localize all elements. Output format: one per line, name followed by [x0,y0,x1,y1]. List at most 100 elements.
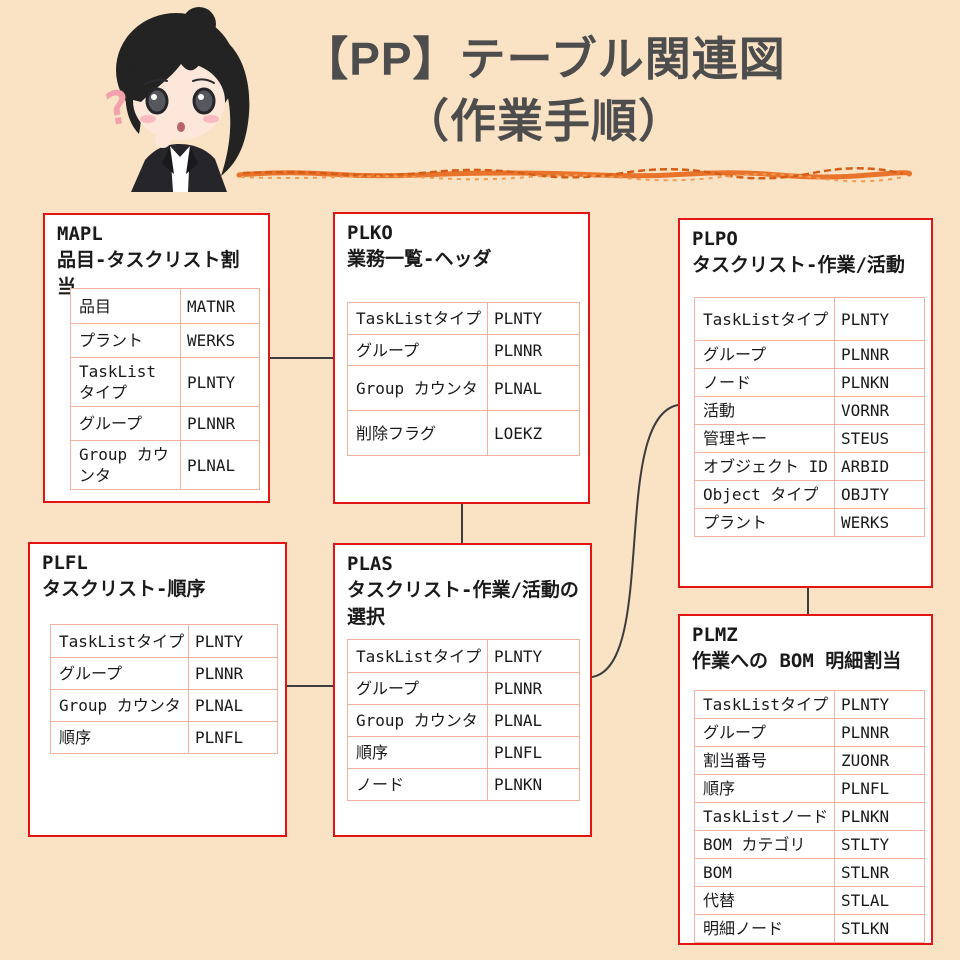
table-row: 活動 VORNR [695,396,924,424]
field-label: グループ [695,341,835,368]
table-row: グループ PLNNR [348,672,579,704]
eyebrow-left [144,79,168,85]
table-row: ノード PLNKN [348,768,579,800]
table-name: PLFL [42,552,88,574]
eye-highlight-left [151,94,157,100]
field-code: PLNKN [494,775,543,794]
connector-plas-plpo [591,404,679,678]
field-table: TaskListタイプ PLNTY グループ PLNNR Group カウンタ PLNAL… [347,639,580,801]
table-row: グループ PLNNR [695,340,924,368]
field-code: STLTY [841,835,890,854]
field-label: グループ [71,407,181,440]
field-label: Group カウンタ [71,441,181,489]
table-row: Object タイプ OBJTY [695,480,924,508]
table-name: PLMZ [692,624,738,646]
table-row: TaskListタイプ PLNTY [348,303,579,334]
field-code: PLNNR [187,414,236,433]
field-label: TaskListタイプ [695,691,835,718]
field-code: PLNNR [494,340,543,360]
field-code: PLNNR [841,723,890,742]
field-code: WERKS [841,513,890,532]
field-code: PLNAL [187,455,236,475]
field-table: TaskListタイプ PLNTY グループ PLNNR 割当番号 ZUONR 順序 PLNF… [694,690,925,943]
field-label: Group カウンタ [51,690,189,721]
field-label: 割当番号 [695,747,835,774]
eye-left [145,87,169,115]
field-code: PLNNR [841,345,890,364]
field-code: PLNAL [494,711,543,730]
field-code: STEUS [841,429,890,448]
field-label: TaskListタイプ [348,640,488,672]
field-label: プラント [695,509,835,536]
table-row: グループ PLNNR [71,406,259,440]
field-label: グループ [348,335,488,365]
mouth [177,122,185,132]
field-label: 管理キー [695,425,835,452]
field-code: STLAL [841,891,890,910]
field-code: PLNTY [494,646,543,666]
table-row: TaskListタイプ PLNTY [348,640,579,672]
field-label: 品目 [71,289,181,323]
field-label: BOM カテゴリ [695,831,835,858]
table-subtitle: タスクリスト-作業/活動の選択 [347,579,579,628]
eye-right [192,87,216,115]
field-label: オブジェクト ID [695,453,835,480]
table-subtitle: タスクリスト-作業/活動 [692,254,905,276]
table-name: PLKO [347,222,393,244]
table-row: 順序 PLNFL [348,736,579,768]
table-box-mapl: MAPL 品目-タスクリスト割当 品目 MATNR プラント WERKS TaskLis… [43,213,270,503]
field-label: プラント [71,324,181,357]
title-line-1: 【PP】テーブル関連図 [302,33,786,85]
hand-fist [155,132,171,148]
table-row: 明細ノード STLKN [695,914,924,942]
table-row: 削除フラグ LOEKZ [348,410,579,455]
table-box-plas: PLAS タスクリスト-作業/活動の選択 TaskListタイプ PLNTY グルー… [333,543,592,837]
field-code: PLNAL [195,696,244,715]
table-row: 品目 MATNR [71,289,259,323]
field-table: 品目 MATNR プラント WERKS TaskList タイプ PLNTY グループ PLN… [70,288,260,490]
table-subtitle: 作業への BOM 明細割当 [692,650,902,672]
eye-highlight-right [198,94,204,100]
bangs [132,36,227,102]
title-line-2: （作業手順） [403,95,685,147]
field-label: 活動 [695,397,835,424]
field-code: PLNTY [841,695,890,714]
field-code: VORNR [841,401,890,420]
lapel-left [162,146,174,174]
field-label: TaskList タイプ [71,358,181,406]
field-code: ZUONR [841,751,890,770]
blush-right [203,115,219,123]
field-label: 順序 [51,722,189,753]
page-title: 【PP】テーブル関連図 （作業手順） [248,28,840,152]
field-label: グループ [348,673,488,704]
blush-left [140,115,156,123]
table-subtitle: タスクリスト-順序 [42,578,206,600]
table-row: 順序 PLNFL [51,721,277,753]
table-name: PLPO [692,228,738,250]
table-row: TaskListタイプ PLNTY [695,298,924,340]
field-label: TaskListノード [695,803,835,830]
lapel-right [186,146,198,174]
table-row: プラント WERKS [71,323,259,357]
table-row: Group カウンタ PLNAL [348,704,579,736]
field-label: Group カウンタ [348,366,488,410]
table-row: 順序 PLNFL [695,774,924,802]
field-label: 削除フラグ [348,411,488,455]
table-row: Group カウンタ PLNAL [71,440,259,489]
table-row: グループ PLNNR [695,718,924,746]
field-code: OBJTY [841,485,890,504]
field-code: PLNTY [841,309,890,329]
field-code: PLNKN [841,373,890,392]
table-row: グループ PLNNR [51,657,277,689]
table-box-plmz: PLMZ 作業への BOM 明細割当 TaskListタイプ PLNTY グループ P… [678,614,933,945]
table-row: 代替 STLAL [695,886,924,914]
field-label: 代替 [695,887,835,914]
field-label: Object タイプ [695,481,835,508]
field-label: TaskListタイプ [348,303,488,334]
field-label: 順序 [348,737,488,768]
table-row: Group カウンタ PLNAL [348,365,579,410]
field-code: ARBID [841,457,890,476]
field-code: PLNAL [494,378,543,398]
table-row: TaskList タイプ PLNTY [71,357,259,406]
